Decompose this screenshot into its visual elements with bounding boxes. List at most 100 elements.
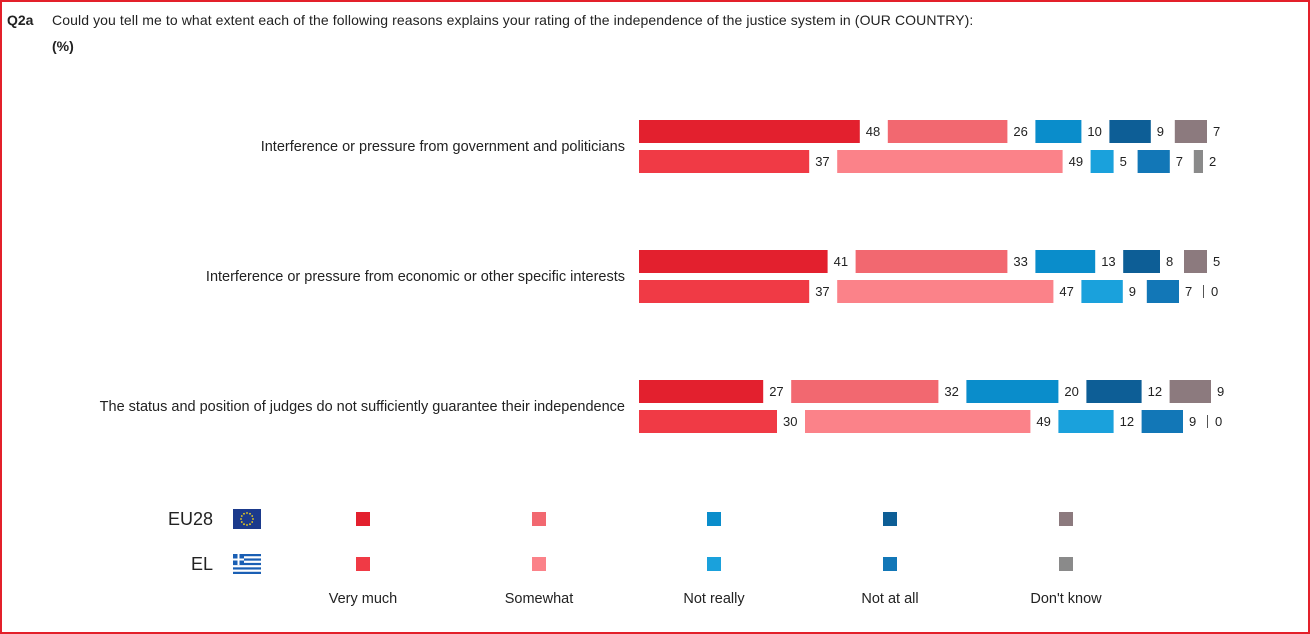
bar-segment-el-2 (1058, 410, 1114, 433)
value-label: 10 (1087, 124, 1101, 139)
bar-segment-eu28-4 (1184, 250, 1207, 273)
eu-flag-star (246, 524, 248, 526)
eu-flag-star (240, 521, 243, 523)
legend-answer-label: Somewhat (505, 591, 574, 607)
eu-flag-star (252, 518, 254, 520)
bar-segment-el-1 (805, 410, 1031, 433)
value-label: 0 (1215, 414, 1222, 429)
legend-answer-label: Not at all (861, 591, 918, 607)
value-label: 30 (783, 414, 797, 429)
bar-segment-eu28-3 (1109, 120, 1151, 143)
eu-flag-star (246, 512, 248, 514)
value-label: 49 (1069, 154, 1083, 169)
bar-segment-el-3 (1137, 150, 1170, 173)
bar-segment-el-2 (1081, 280, 1123, 303)
value-label: 33 (1013, 254, 1027, 269)
greek-flag-stripe (233, 571, 261, 574)
legend-swatch-el-2 (707, 557, 721, 571)
value-label: 9 (1217, 384, 1224, 399)
bar-segment-eu28-0 (639, 250, 828, 273)
bar-segment-el-4 (1193, 150, 1203, 173)
legend-answer-label: Don't know (1030, 591, 1102, 607)
bar-segment-el-4 (1203, 285, 1204, 298)
legend-group-label: EL (191, 554, 213, 574)
bar-segment-eu28-3 (1086, 380, 1142, 403)
value-label: 41 (834, 254, 848, 269)
bar-segment-eu28-4 (1174, 120, 1207, 143)
legend-swatch-eu28-1 (532, 512, 546, 526)
bar-segment-el-2 (1090, 150, 1114, 173)
greek-flag-stripe (233, 562, 261, 566)
bar-segment-el-4 (1207, 415, 1208, 428)
bar-segment-eu28-4 (1169, 380, 1211, 403)
legend-answer-label: Very much (329, 591, 398, 607)
bar-segment-el-3 (1146, 280, 1179, 303)
value-label: 20 (1064, 384, 1078, 399)
eu-flag-star (243, 523, 245, 526)
bar-segment-el-0 (639, 150, 810, 173)
value-label: 12 (1148, 384, 1162, 399)
bar-segment-eu28-1 (855, 250, 1008, 273)
eu-flag-star (249, 512, 251, 515)
bar-segment-el-0 (639, 410, 777, 433)
value-label: 9 (1129, 284, 1136, 299)
value-label: 26 (1013, 124, 1027, 139)
question-text: Could you tell me to what extent each of… (52, 12, 974, 28)
category-label: Interference or pressure from government… (261, 139, 625, 155)
value-label: 2 (1209, 154, 1216, 169)
value-label: 49 (1036, 414, 1050, 429)
bar-segment-el-1 (837, 280, 1054, 303)
eu-flag-star (240, 515, 243, 517)
bar-segment-el-3 (1141, 410, 1183, 433)
value-label: 0 (1211, 284, 1218, 299)
bar-segment-eu28-2 (1035, 250, 1096, 273)
bar-segment-eu28-2 (1035, 120, 1082, 143)
eu-flag-icon (233, 509, 261, 529)
legend-swatch-eu28-0 (356, 512, 370, 526)
value-label: 5 (1120, 154, 1127, 169)
value-label: 7 (1213, 124, 1220, 139)
value-label: 37 (815, 284, 829, 299)
value-label: 8 (1166, 254, 1173, 269)
eu-flag-star (251, 521, 254, 523)
legend-swatch-eu28-2 (707, 512, 721, 526)
legend-swatch-el-4 (1059, 557, 1073, 571)
legend-group-label: EU28 (168, 509, 213, 529)
bar-segment-el-1 (837, 150, 1063, 173)
bar-segment-eu28-0 (639, 120, 860, 143)
greek-flag-stripe (233, 554, 261, 557)
eu-flag-star (243, 512, 245, 515)
question-unit: (%) (52, 38, 74, 54)
legend-swatch-eu28-4 (1059, 512, 1073, 526)
value-label: 5 (1213, 254, 1220, 269)
legend-swatch-el-0 (356, 557, 370, 571)
greek-flag-stripe (233, 558, 261, 561)
legend-answer-label: Not really (683, 591, 745, 607)
value-label: 27 (769, 384, 783, 399)
value-label: 7 (1185, 284, 1192, 299)
bar-segment-eu28-0 (639, 380, 764, 403)
category-label: Interference or pressure from economic o… (206, 269, 625, 285)
bar-segment-eu28-1 (887, 120, 1008, 143)
bar-segment-eu28-1 (791, 380, 939, 403)
value-label: 9 (1157, 124, 1164, 139)
question-code: Q2a (7, 12, 34, 28)
eu-flag-star (240, 518, 242, 520)
value-label: 37 (815, 154, 829, 169)
category-label: The status and position of judges do not… (100, 399, 625, 415)
greek-flag-stripe (233, 567, 261, 570)
value-label: 48 (866, 124, 880, 139)
value-label: 47 (1059, 284, 1073, 299)
bar-segment-eu28-2 (966, 380, 1059, 403)
value-label: 13 (1101, 254, 1115, 269)
bar-segment-el-0 (639, 280, 810, 303)
greek-flag-cross (233, 558, 244, 561)
value-label: 7 (1176, 154, 1183, 169)
legend-swatch-el-3 (883, 557, 897, 571)
value-label: 32 (944, 384, 958, 399)
value-label: 12 (1120, 414, 1134, 429)
eu-flag-star (249, 523, 251, 526)
value-label: 9 (1189, 414, 1196, 429)
